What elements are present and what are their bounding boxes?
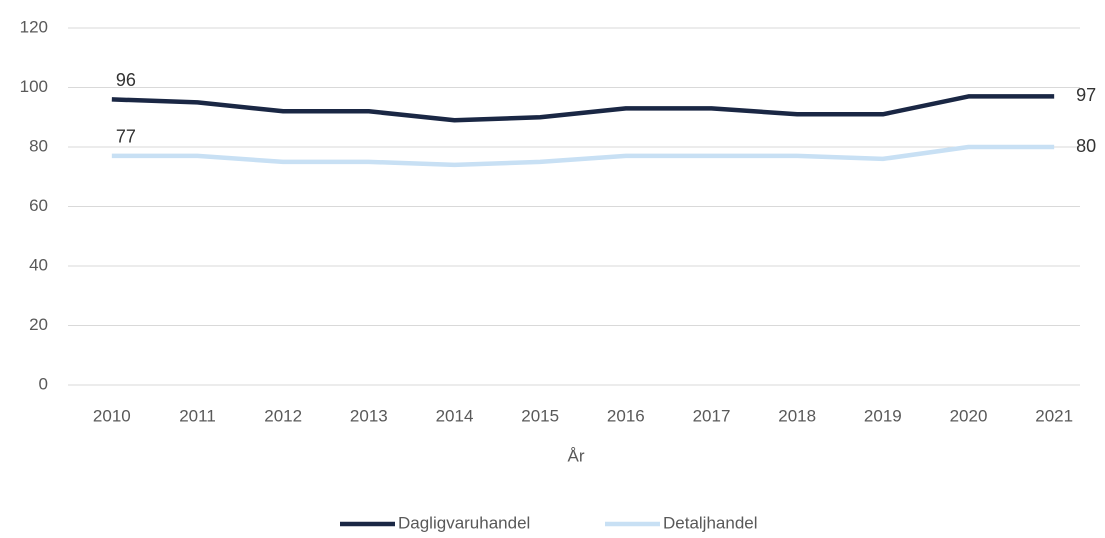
x-tick-label: 2014: [436, 406, 474, 425]
series-line: [111, 144, 1055, 168]
y-tick-label: 20: [29, 315, 48, 334]
legend-label: Detaljhandel: [663, 513, 758, 532]
x-tick-label: 2013: [350, 406, 388, 425]
x-tick-label: 2018: [778, 406, 816, 425]
x-tick-label: 2017: [693, 406, 731, 425]
data-label: 97: [1076, 85, 1096, 105]
y-tick-label: 60: [29, 196, 48, 215]
y-tick-label: 80: [29, 136, 48, 155]
x-tick-label: 2011: [179, 406, 216, 425]
x-tick-label: 2016: [607, 406, 645, 425]
x-tick-label: 2012: [264, 406, 302, 425]
y-tick-label: 100: [20, 77, 48, 96]
data-label: 77: [116, 127, 136, 147]
legend-label: Dagligvaruhandel: [398, 513, 530, 532]
x-tick-label: 2010: [93, 406, 131, 425]
y-tick-label: 0: [39, 374, 48, 393]
x-tick-label: 2020: [950, 406, 988, 425]
data-label: 80: [1076, 136, 1096, 156]
data-label: 96: [116, 70, 136, 90]
x-axis-label: År: [568, 446, 585, 465]
y-tick-label: 120: [20, 17, 48, 36]
y-tick-label: 40: [29, 255, 48, 274]
x-tick-label: 2019: [864, 406, 902, 425]
x-tick-label: 2015: [521, 406, 559, 425]
series-line: [111, 94, 1055, 123]
x-tick-label: 2021: [1035, 406, 1073, 425]
